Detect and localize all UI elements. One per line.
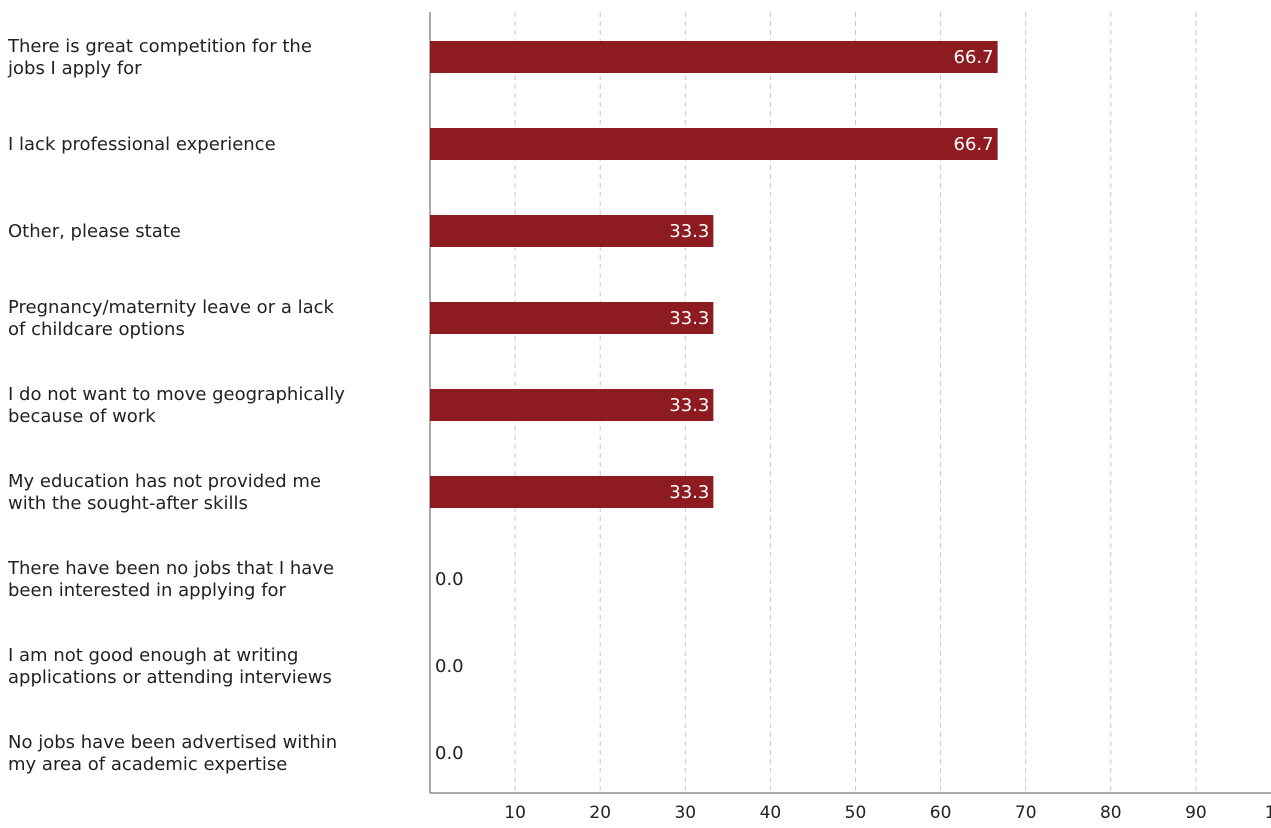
x-tick-label: 90 (1185, 803, 1207, 823)
value-label: 66.7 (954, 47, 994, 68)
x-tick-label: 40 (760, 803, 782, 823)
bar (430, 215, 714, 247)
category-label: Other, please state (8, 221, 181, 242)
category-labels: There is great competition for the jobs I… (7, 36, 345, 775)
category-label: Pregnancy/maternity leave or a lack of ch… (8, 297, 334, 340)
value-label: 66.7 (954, 134, 994, 155)
bar (430, 302, 714, 334)
category-label: There is great competition for the jobs I… (7, 36, 312, 79)
x-tick-label: 10 (504, 803, 526, 823)
category-label: I do not want to move geographically beca… (8, 384, 345, 427)
value-label: 33.3 (669, 395, 709, 416)
category-label: There have been no jobs that I have been … (7, 558, 334, 601)
bars (430, 41, 998, 508)
bar (430, 41, 998, 73)
bar (430, 128, 998, 160)
category-label: I lack professional experience (8, 134, 276, 155)
bar (430, 476, 714, 508)
value-label: 0.0 (435, 743, 464, 764)
value-label: 0.0 (435, 656, 464, 677)
value-label: 33.3 (669, 482, 709, 503)
value-label: 33.3 (669, 221, 709, 242)
category-label: I am not good enough at writing applicati… (8, 645, 332, 688)
x-tick-label: 50 (845, 803, 867, 823)
x-tick-labels: 10 20 30 40 50 60 70 80 90 100 (504, 803, 1271, 823)
x-tick-label: 30 (674, 803, 696, 823)
value-label: 0.0 (435, 569, 464, 590)
x-tick-label: 20 (589, 803, 611, 823)
category-label: No jobs have been advertised within my ar… (8, 732, 337, 775)
value-label: 33.3 (669, 308, 709, 329)
value-labels: 66.7 66.7 33.3 33.3 33.3 33.3 0.0 0.0 0.0 (435, 47, 994, 764)
x-tick-label: 100 (1265, 803, 1271, 823)
category-label: My education has not provided me with the… (8, 471, 321, 514)
x-tick-label: 80 (1100, 803, 1122, 823)
bar (430, 389, 714, 421)
x-tick-label: 60 (930, 803, 952, 823)
x-tick-label: 70 (1015, 803, 1037, 823)
